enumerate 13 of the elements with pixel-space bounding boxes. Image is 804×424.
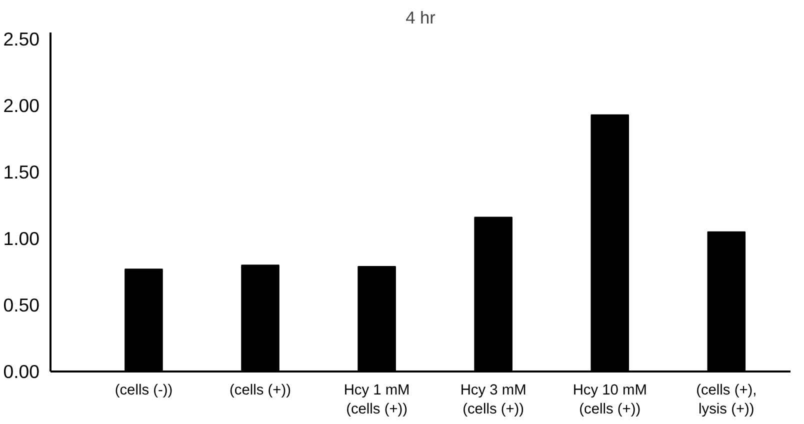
y-tick-label: 1.50 <box>3 162 40 183</box>
x-tick-label: Hcy 1 mM (cells (+)) <box>344 382 410 418</box>
y-tick-label: 2.50 <box>3 28 40 50</box>
y-tick-label: 0.00 <box>3 361 40 382</box>
y-tick-label: 2.00 <box>3 95 40 116</box>
x-tick-label: Hcy 3 mM (cells (+)) <box>460 382 526 418</box>
chart-title: 4 hr <box>406 8 436 28</box>
y-tick-label: 0.50 <box>3 294 40 316</box>
x-tick-label: (cells (+), lysis (+)) <box>696 382 757 418</box>
x-tick-label: Hcy 10 mM (cells (+)) <box>572 382 647 418</box>
y-tick-label: 1.00 <box>3 228 40 250</box>
x-tick-label: (cells (-)) <box>114 382 173 398</box>
x-tick-label: (cells (+)) <box>230 382 292 398</box>
